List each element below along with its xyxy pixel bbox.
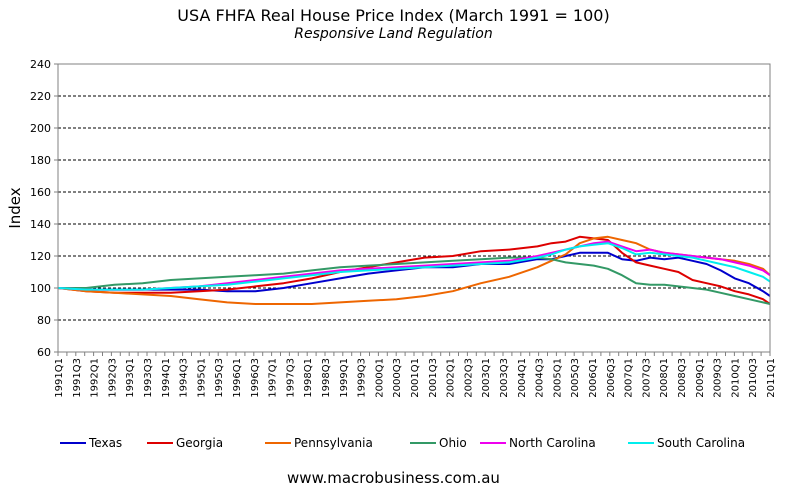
legend-label-georgia: Georgia — [176, 436, 223, 450]
x-tick-label: 1997Q1 — [268, 358, 279, 398]
x-tick-label: 1994Q1 — [161, 358, 172, 398]
x-tick-label: 1992Q3 — [107, 358, 118, 398]
y-tick-label: 140 — [30, 218, 51, 231]
y-tick-label: 200 — [30, 122, 51, 135]
x-tick-label: 1996Q1 — [232, 358, 243, 398]
x-axis: 1991Q1 1991Q3 1992Q1 1992Q3 1993Q1 1993Q3 1994… — [54, 352, 777, 398]
source-url: www.macrobusiness.com.au — [287, 469, 500, 487]
y-tick-label: 100 — [30, 282, 51, 295]
x-tick-label: 1999Q3 — [357, 358, 368, 398]
x-tick-label: 2008Q3 — [677, 358, 688, 398]
x-tick-label: 2003Q3 — [499, 358, 510, 398]
x-tick-label: 2009Q1 — [695, 358, 706, 398]
x-tick-label: 1991Q3 — [72, 358, 83, 398]
gridlines — [58, 95, 770, 321]
x-tick-label: 2006Q1 — [588, 358, 599, 398]
chart-subtitle: Responsive Land Regulation — [294, 26, 493, 42]
x-tick-label: 2007Q1 — [624, 358, 635, 398]
legend-label-south-carolina: South Carolina — [657, 436, 745, 450]
x-tick-label: 1996Q3 — [250, 358, 261, 398]
x-tick-label: 1999Q1 — [339, 358, 350, 398]
x-tick-label: 2002Q1 — [446, 358, 457, 398]
series-line-south-carolina — [57, 242, 771, 291]
x-tick-label: 2001Q1 — [410, 358, 421, 398]
x-tick-label: 2004Q3 — [535, 358, 546, 398]
legend-label-north-carolina: North Carolina — [509, 436, 596, 450]
legend-label-ohio: Ohio — [439, 436, 467, 450]
x-tick-label: 2006Q3 — [606, 358, 617, 398]
x-tick-label: 2010Q1 — [730, 358, 741, 398]
y-tick-label: 80 — [37, 314, 51, 327]
legend-label-texas: Texas — [88, 436, 122, 450]
series-line-north-carolina — [57, 240, 771, 291]
series-lines — [57, 235, 771, 305]
x-tick-label: 1993Q1 — [125, 358, 136, 398]
y-axis-label: Index — [6, 187, 24, 228]
x-tick-label: 1993Q3 — [143, 358, 154, 398]
x-tick-label: 2007Q3 — [641, 358, 652, 398]
x-tick-label: 2010Q3 — [748, 358, 759, 398]
x-tick-label: 2004Q1 — [517, 358, 528, 398]
x-tick-label: 2003Q1 — [481, 358, 492, 398]
x-tick-label: 1992Q1 — [90, 358, 101, 398]
x-tick-label: 2008Q1 — [659, 358, 670, 398]
legend: Texas Georgia Pennsylvania Ohio North Caroli… — [60, 436, 745, 450]
chart-title: USA FHFA Real House Price Index (March 1… — [177, 6, 610, 25]
x-tick-label: 2011Q1 — [766, 358, 777, 398]
x-tick-label: 2005Q3 — [570, 358, 581, 398]
x-tick-label: 2005Q1 — [552, 358, 563, 398]
y-tick-label: 160 — [30, 186, 51, 199]
x-tick-label: 2000Q3 — [392, 358, 403, 398]
x-tick-label: 1995Q1 — [196, 358, 207, 398]
x-tick-label: 2009Q3 — [713, 358, 724, 398]
x-tick-label: 1991Q1 — [54, 358, 65, 398]
y-tick-label: 60 — [37, 346, 51, 359]
series-line-pennsylvania — [57, 235, 771, 305]
y-tick-label: 220 — [30, 90, 51, 103]
x-tick-label: 2000Q1 — [374, 358, 385, 398]
x-tick-label: 1995Q3 — [214, 358, 225, 398]
x-tick-label: 1998Q3 — [321, 358, 332, 398]
y-tick-label: 120 — [30, 250, 51, 263]
y-tick-label: 180 — [30, 154, 51, 167]
x-tick-label: 1997Q3 — [285, 358, 296, 398]
y-axis: 60 80 100 120 140 160 180 200 220 240 — [30, 58, 58, 359]
series-line-georgia — [57, 235, 771, 305]
plot-area — [57, 63, 771, 353]
legend-label-pennsylvania: Pennsylvania — [294, 436, 373, 450]
x-tick-label: 2001Q3 — [428, 358, 439, 398]
x-tick-label: 1994Q3 — [179, 358, 190, 398]
y-tick-label: 240 — [30, 58, 51, 71]
x-tick-label: 1998Q1 — [303, 358, 314, 398]
x-tick-label: 2002Q3 — [463, 358, 474, 398]
